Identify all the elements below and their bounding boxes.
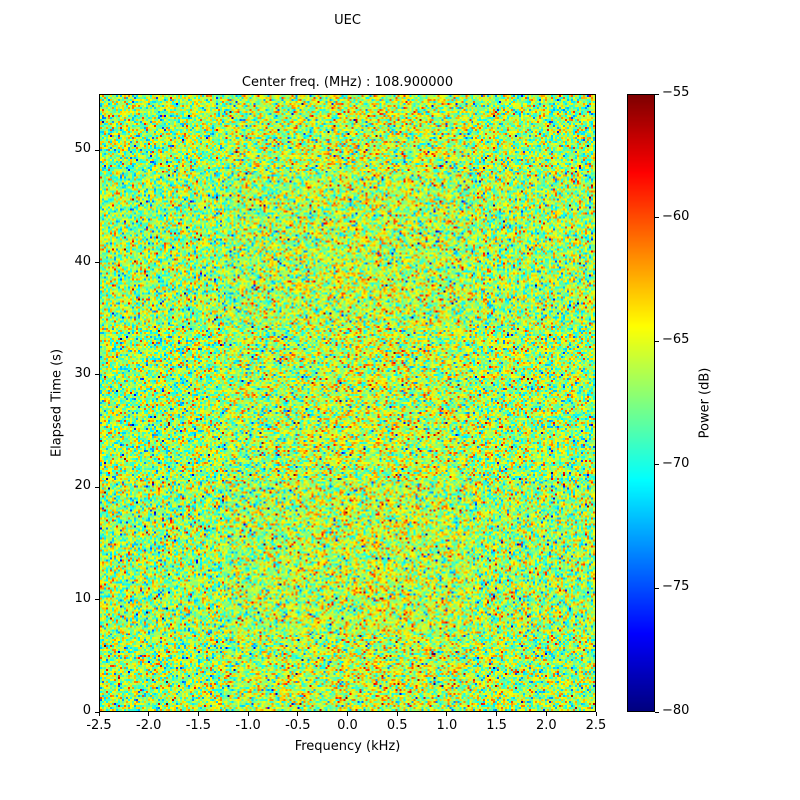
x-tick-label: 0.5 bbox=[386, 718, 408, 733]
x-tick-mark bbox=[98, 712, 100, 716]
y-tick-label: 50 bbox=[74, 141, 91, 157]
x-tick-mark bbox=[297, 712, 299, 716]
colorbar-tick-label: −65 bbox=[662, 332, 690, 348]
x-tick-mark bbox=[347, 712, 348, 716]
x-tick-mark bbox=[496, 712, 498, 716]
y-tick-mark bbox=[95, 711, 99, 713]
colorbar-gradient bbox=[628, 95, 654, 711]
x-tick-label: -1.5 bbox=[185, 718, 212, 733]
y-tick-mark bbox=[95, 599, 99, 601]
x-tick-label: -2.0 bbox=[136, 718, 162, 733]
x-tick-mark bbox=[396, 712, 398, 716]
x-tick-label: -2.5 bbox=[86, 718, 112, 733]
y-tick-mark bbox=[95, 486, 99, 488]
x-tick-mark bbox=[148, 712, 150, 716]
colorbar-tick-mark bbox=[655, 93, 659, 95]
x-tick-mark bbox=[545, 712, 547, 716]
x-tick-label: 1.0 bbox=[436, 718, 458, 733]
x-tick-label: 2.5 bbox=[585, 718, 607, 733]
colorbar-tick-label: −80 bbox=[662, 703, 690, 718]
x-tick-mark bbox=[247, 712, 249, 716]
spectrogram-plot bbox=[99, 94, 596, 712]
y-tick-label: 0 bbox=[82, 703, 91, 718]
y-tick-label: 20 bbox=[74, 478, 91, 494]
center-freq-line: Center freq. (MHz) : 108.900000 bbox=[241, 75, 454, 90]
y-tick-label: 30 bbox=[74, 365, 91, 381]
x-tick-label: 1.5 bbox=[486, 718, 507, 733]
x-tick-mark bbox=[197, 712, 199, 716]
y-tick-mark bbox=[95, 262, 99, 264]
x-tick-mark bbox=[595, 712, 597, 716]
x-axis-label: Frequency (kHz) bbox=[294, 739, 401, 754]
colorbar-label: Power (dB) bbox=[697, 367, 713, 439]
colorbar-tick-mark bbox=[655, 587, 659, 589]
x-tick-mark bbox=[446, 712, 448, 716]
colorbar-tick-mark bbox=[655, 711, 659, 713]
y-tick-label: 10 bbox=[74, 590, 91, 606]
y-tick-mark bbox=[95, 149, 99, 151]
colorbar-tick-mark bbox=[655, 340, 659, 342]
x-tick-label: -1.0 bbox=[235, 718, 261, 733]
colorbar bbox=[627, 94, 655, 712]
colorbar-tick-label: −75 bbox=[662, 579, 690, 595]
colorbar-tick-mark bbox=[655, 464, 659, 466]
chart-title: UEC bbox=[334, 13, 361, 28]
colorbar-tick-mark bbox=[655, 217, 659, 219]
colorbar-tick-label: −60 bbox=[662, 208, 690, 224]
spectrogram-heatmap bbox=[100, 95, 595, 711]
y-tick-mark bbox=[95, 374, 99, 376]
colorbar-tick-label: −70 bbox=[662, 455, 690, 471]
y-tick-label: 40 bbox=[74, 253, 91, 269]
x-tick-label: -0.5 bbox=[285, 718, 311, 733]
x-tick-label: 0.0 bbox=[337, 718, 358, 733]
colorbar-tick-label: −55 bbox=[662, 85, 690, 100]
x-tick-label: 2.0 bbox=[535, 718, 557, 733]
